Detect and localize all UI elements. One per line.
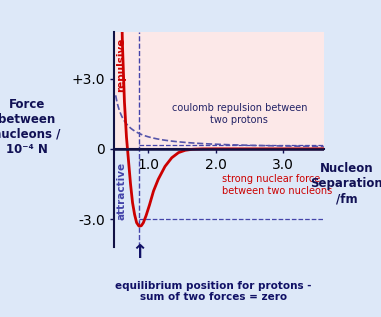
Text: equilibrium position for protons -
sum of two forces = zero: equilibrium position for protons - sum o… bbox=[115, 281, 312, 302]
Text: attractive: attractive bbox=[116, 162, 126, 220]
Text: Nucleon
Separation
/fm: Nucleon Separation /fm bbox=[311, 162, 381, 205]
Text: Force
between
nucleons /
10⁻⁴ N: Force between nucleons / 10⁻⁴ N bbox=[0, 98, 60, 156]
Text: ↑: ↑ bbox=[131, 243, 147, 262]
Text: strong nuclear force
between two nucleons: strong nuclear force between two nucleon… bbox=[223, 174, 333, 196]
Text: repulsive: repulsive bbox=[116, 37, 126, 92]
Bar bbox=[114, 32, 324, 149]
Bar bbox=[114, 149, 324, 247]
Text: coulomb repulsion between
two protons: coulomb repulsion between two protons bbox=[171, 103, 307, 125]
